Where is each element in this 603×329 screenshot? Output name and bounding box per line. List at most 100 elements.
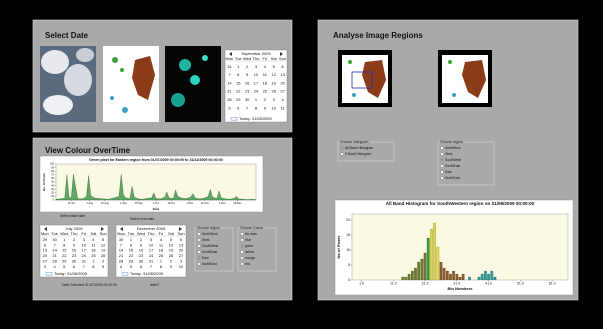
radio-option[interactable]: NorthWest bbox=[202, 232, 218, 236]
day[interactable]: 10 bbox=[179, 264, 184, 269]
day[interactable]: 27 bbox=[280, 89, 284, 94]
radio-button[interactable] bbox=[198, 239, 201, 242]
day[interactable]: 10 bbox=[81, 242, 86, 247]
radio-button[interactable] bbox=[441, 171, 444, 174]
radio-option[interactable]: blue bbox=[245, 238, 251, 242]
day[interactable]: 12 bbox=[169, 242, 174, 247]
radio-button[interactable] bbox=[341, 153, 344, 156]
day[interactable]: 24 bbox=[254, 89, 259, 94]
radio-option[interactable]: All Band Histogram bbox=[345, 146, 373, 150]
radio-option[interactable]: East bbox=[202, 256, 209, 260]
radio-option[interactable]: SouthEast bbox=[445, 164, 460, 168]
day[interactable]: 30 bbox=[72, 259, 77, 264]
day[interactable]: 16 bbox=[139, 248, 144, 253]
day[interactable]: 20 bbox=[179, 248, 184, 253]
day[interactable]: 30 bbox=[119, 237, 124, 242]
radio-option[interactable]: NorthEast bbox=[445, 176, 460, 180]
day[interactable]: 7 bbox=[228, 72, 230, 77]
day[interactable]: 30 bbox=[245, 97, 250, 102]
day[interactable]: 2 bbox=[246, 64, 248, 69]
radio-button[interactable] bbox=[441, 165, 444, 168]
day[interactable]: 23 bbox=[139, 253, 144, 258]
radio-option[interactable]: NorthWest bbox=[445, 146, 461, 150]
radio-button[interactable] bbox=[198, 245, 201, 248]
radio-option[interactable]: East bbox=[445, 170, 452, 174]
day[interactable]: 17 bbox=[81, 248, 86, 253]
day[interactable]: 29 bbox=[43, 237, 48, 242]
radio-option[interactable]: orange bbox=[245, 256, 255, 260]
day[interactable]: 15 bbox=[62, 248, 67, 253]
radio-option[interactable]: SouthEast bbox=[202, 250, 217, 254]
day[interactable]: 29 bbox=[62, 259, 67, 264]
day[interactable]: 16 bbox=[72, 248, 77, 253]
today[interactable]: Today: 31/08/2009 bbox=[130, 271, 164, 276]
day[interactable]: 21 bbox=[119, 253, 124, 258]
day[interactable]: 26 bbox=[272, 89, 277, 94]
day[interactable]: 14 bbox=[119, 248, 124, 253]
radio-option[interactable]: 5 Band Histogram bbox=[345, 152, 372, 156]
radio-button[interactable] bbox=[441, 177, 444, 180]
day[interactable]: 22 bbox=[236, 89, 240, 94]
day[interactable]: 22 bbox=[62, 253, 67, 258]
day[interactable]: 28 bbox=[52, 259, 57, 264]
day[interactable]: 19 bbox=[169, 248, 174, 253]
radio-button[interactable] bbox=[241, 251, 244, 254]
day[interactable]: 10 bbox=[149, 242, 154, 247]
day[interactable]: 12 bbox=[101, 242, 106, 247]
radio-button[interactable] bbox=[241, 263, 244, 266]
day[interactable]: 24 bbox=[149, 253, 154, 258]
day[interactable]: 25 bbox=[91, 253, 96, 258]
day[interactable]: 20 bbox=[280, 80, 285, 85]
day[interactable]: 26 bbox=[169, 253, 174, 258]
radio-option[interactable]: No data bbox=[245, 232, 257, 236]
day[interactable]: 13 bbox=[43, 248, 48, 253]
day[interactable]: 15 bbox=[129, 248, 134, 253]
radio-button[interactable] bbox=[441, 147, 444, 150]
radio-option[interactable]: yellow bbox=[245, 250, 255, 254]
radio-button[interactable] bbox=[441, 153, 444, 156]
day[interactable]: 13 bbox=[179, 242, 184, 247]
day[interactable]: 2 bbox=[264, 97, 266, 102]
day[interactable]: 17 bbox=[149, 248, 154, 253]
radio-button[interactable] bbox=[198, 251, 201, 254]
day[interactable]: 31 bbox=[81, 259, 86, 264]
radio-button[interactable] bbox=[241, 233, 244, 236]
day[interactable]: 25 bbox=[159, 253, 164, 258]
day[interactable]: 10 bbox=[272, 105, 277, 110]
radio-option[interactable]: red bbox=[245, 262, 250, 266]
day[interactable]: 24 bbox=[81, 253, 86, 258]
radio-button[interactable] bbox=[198, 263, 201, 266]
day[interactable]: 29 bbox=[129, 259, 134, 264]
day[interactable]: 19 bbox=[101, 248, 106, 253]
day[interactable]: 21 bbox=[52, 253, 57, 258]
day[interactable]: 27 bbox=[179, 253, 184, 258]
day[interactable]: 18 bbox=[91, 248, 96, 253]
day[interactable]: 26 bbox=[101, 253, 106, 258]
radio-option[interactable]: West bbox=[445, 152, 453, 156]
radio-button[interactable] bbox=[198, 233, 201, 236]
radio-option[interactable]: green bbox=[245, 244, 254, 248]
day[interactable]: 13 bbox=[280, 72, 285, 77]
day[interactable]: 7 bbox=[246, 105, 248, 110]
day[interactable]: 20 bbox=[43, 253, 48, 258]
day[interactable]: 23 bbox=[245, 89, 250, 94]
radio-button[interactable] bbox=[241, 257, 244, 260]
day[interactable]: 14 bbox=[52, 248, 57, 253]
radio-option[interactable]: SouthWest bbox=[202, 244, 218, 248]
day[interactable]: 31 bbox=[149, 259, 154, 264]
day[interactable]: 30 bbox=[139, 259, 144, 264]
day[interactable]: 12 bbox=[272, 72, 276, 77]
day[interactable]: 18 bbox=[159, 248, 164, 253]
day[interactable]: 28 bbox=[119, 259, 124, 264]
day[interactable]: 25 bbox=[263, 89, 268, 94]
radio-option[interactable]: NorthEast bbox=[202, 262, 217, 266]
radio-option[interactable]: SouthWest bbox=[445, 158, 461, 162]
day[interactable]: 23 bbox=[72, 253, 77, 258]
day[interactable]: 16 bbox=[245, 80, 250, 85]
today[interactable]: Today: 31/08/2009 bbox=[54, 271, 88, 276]
day[interactable]: 22 bbox=[129, 253, 134, 258]
day[interactable]: 17 bbox=[254, 80, 258, 85]
day[interactable]: 30 bbox=[52, 237, 57, 242]
day[interactable]: 27 bbox=[43, 259, 48, 264]
radio-option[interactable]: West bbox=[202, 238, 210, 242]
